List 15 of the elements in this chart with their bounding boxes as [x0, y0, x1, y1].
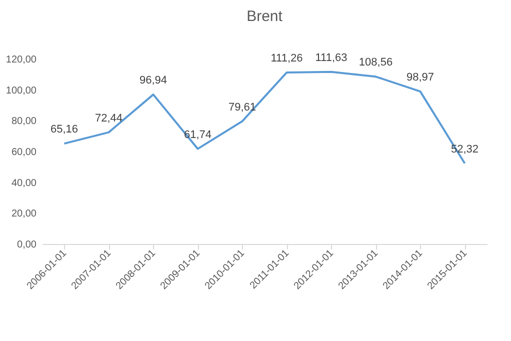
y-tick-label: 0,00	[17, 240, 37, 250]
data-label: 111,63	[315, 52, 348, 64]
y-tick-label: 60,00	[11, 147, 37, 158]
y-tick-label: 80,00	[11, 116, 37, 128]
y-tick-label: 20,00	[11, 208, 37, 220]
y-tick-label: 40,00	[11, 178, 37, 189]
chart-title: Brent	[246, 8, 284, 25]
data-label: 72,44	[94, 112, 123, 124]
data-label: 65,16	[50, 124, 78, 136]
data-label: 96,94	[139, 74, 168, 87]
data-label: 111,26	[270, 52, 303, 64]
data-label: 108,56	[358, 56, 393, 69]
y-tick-label: 100,00	[6, 85, 37, 96]
data-label: 98,97	[406, 71, 434, 84]
y-tick-label: 120,00	[6, 54, 37, 66]
